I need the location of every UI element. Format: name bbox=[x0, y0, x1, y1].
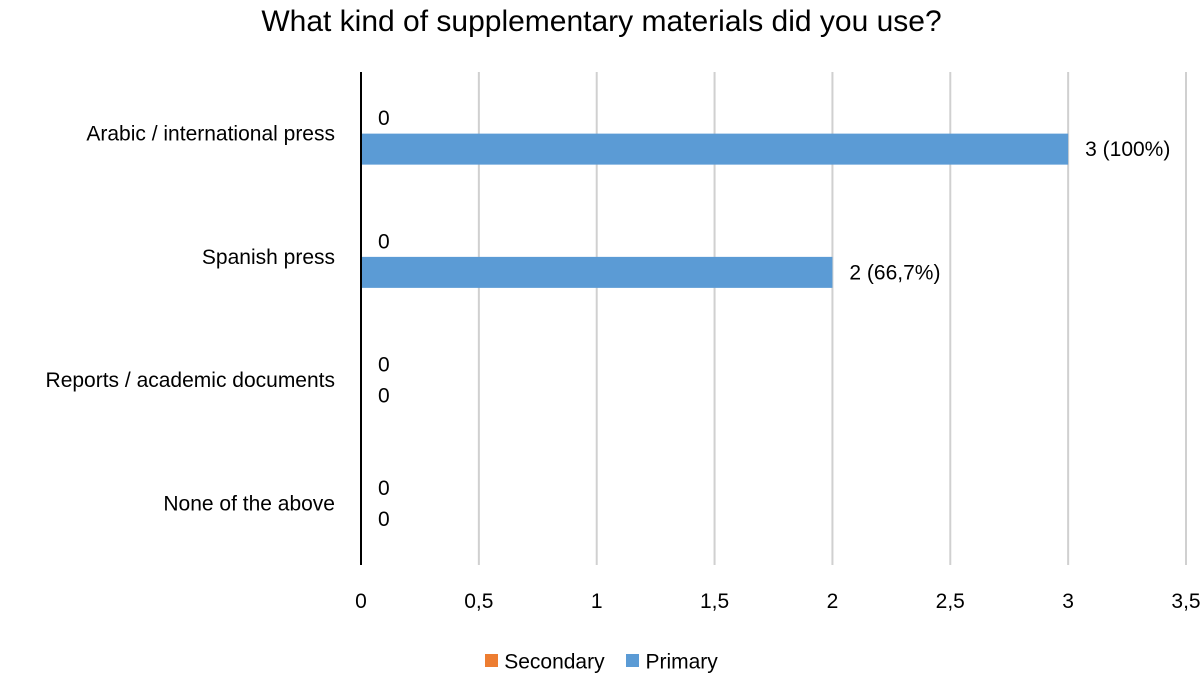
x-tick-label: 2 bbox=[827, 590, 839, 613]
data-label-primary: 2 (66,7%) bbox=[849, 261, 940, 284]
bar-primary bbox=[361, 256, 833, 288]
legend: Secondary Primary bbox=[0, 648, 1203, 676]
labels: 0 0,5 1 1,5 2 2,5 3 3,5 Arabic / international p… bbox=[46, 107, 1201, 613]
x-tick-label: 0,5 bbox=[464, 590, 493, 613]
legend-swatch-primary bbox=[626, 653, 640, 667]
legend-label-primary: Primary bbox=[645, 650, 718, 674]
x-tick-label: 3,5 bbox=[1171, 590, 1200, 613]
bar-chart: 0 0,5 1 1,5 2 2,5 3 3,5 Arabic / international p… bbox=[46, 72, 1201, 613]
category-label: Reports / academic documents bbox=[46, 369, 335, 392]
category-label: Spanish press bbox=[202, 246, 335, 269]
x-tick-label: 1 bbox=[591, 590, 603, 613]
category-label: Arabic / international press bbox=[86, 123, 335, 146]
data-label-secondary: 0 bbox=[378, 107, 390, 130]
data-label-secondary: 0 bbox=[378, 230, 390, 253]
data-label-secondary: 0 bbox=[378, 354, 390, 377]
data-label-primary: 0 bbox=[378, 508, 390, 531]
data-label-secondary: 0 bbox=[378, 477, 390, 500]
x-tick-label: 1,5 bbox=[700, 590, 729, 613]
x-tick-label: 2,5 bbox=[936, 590, 965, 613]
x-tick-label: 3 bbox=[1062, 590, 1074, 613]
chart-title: What kind of supplementary materials did… bbox=[261, 5, 942, 38]
bars bbox=[361, 133, 1069, 288]
legend-swatch-secondary bbox=[485, 653, 499, 667]
x-tick-label: 0 bbox=[355, 590, 367, 613]
data-label-primary: 3 (100%) bbox=[1085, 138, 1170, 161]
legend-item-secondary: Secondary bbox=[485, 648, 605, 676]
category-label: None of the above bbox=[163, 492, 335, 515]
legend-item-primary: Primary bbox=[626, 648, 718, 676]
legend-label-secondary: Secondary bbox=[504, 650, 605, 674]
data-label-primary: 0 bbox=[378, 385, 390, 408]
bar-primary bbox=[361, 133, 1069, 165]
